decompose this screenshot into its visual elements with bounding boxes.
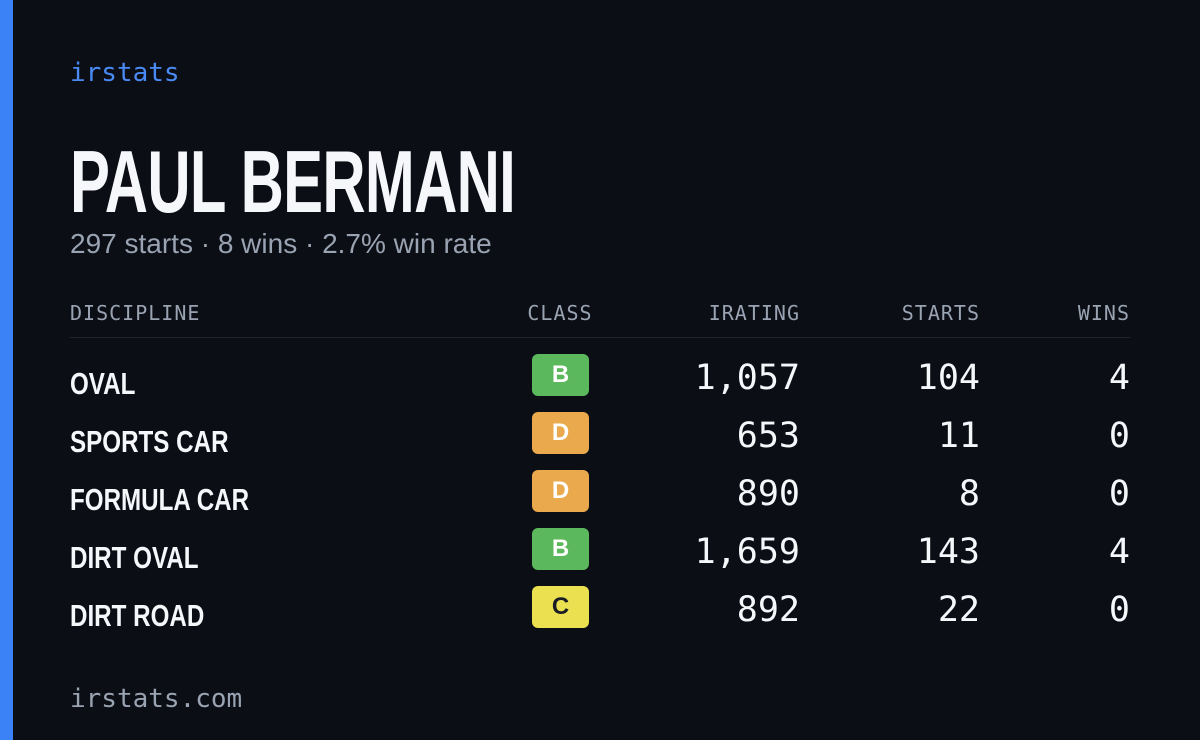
summary: 297 starts · 8 wins · 2.7% win rate: [70, 228, 492, 259]
starts: 143: [916, 532, 980, 572]
class-badge: B: [532, 354, 589, 396]
class-badge: D: [532, 470, 589, 512]
discipline: FORMULA CAR: [70, 482, 250, 517]
accent-stripe: [0, 0, 13, 740]
starts: 8: [958, 474, 980, 514]
wins: 0: [1108, 474, 1130, 514]
starts: 104: [916, 358, 980, 398]
discipline: DIRT ROAD: [70, 598, 205, 633]
brand: irstats: [70, 58, 180, 88]
class-badge: B: [532, 528, 589, 570]
column-header: IRATING: [708, 301, 800, 325]
discipline: DIRT OVAL: [70, 540, 199, 575]
wins: 4: [1108, 532, 1130, 572]
driver-name: PAUL BERMANI: [70, 132, 516, 231]
discipline: SPORTS CAR: [70, 424, 229, 459]
starts: 11: [937, 416, 980, 456]
column-header: CLASS: [527, 301, 593, 325]
header-rule: [70, 337, 1130, 338]
starts: 22: [937, 590, 980, 630]
discipline: OVAL: [70, 366, 136, 401]
irating: 653: [736, 416, 800, 456]
irating: 1,659: [694, 532, 800, 572]
column-header: WINS: [1077, 301, 1130, 325]
class-badge: D: [532, 412, 589, 454]
irating: 892: [736, 590, 800, 630]
wins: 0: [1108, 590, 1130, 630]
irating: 890: [736, 474, 800, 514]
column-header: STARTS: [901, 301, 980, 325]
wins: 4: [1108, 358, 1130, 398]
class-badge: C: [532, 586, 589, 628]
wins: 0: [1108, 416, 1130, 456]
irating: 1,057: [694, 358, 800, 398]
footer: irstats.com: [70, 684, 243, 714]
column-header: DISCIPLINE: [70, 301, 201, 325]
